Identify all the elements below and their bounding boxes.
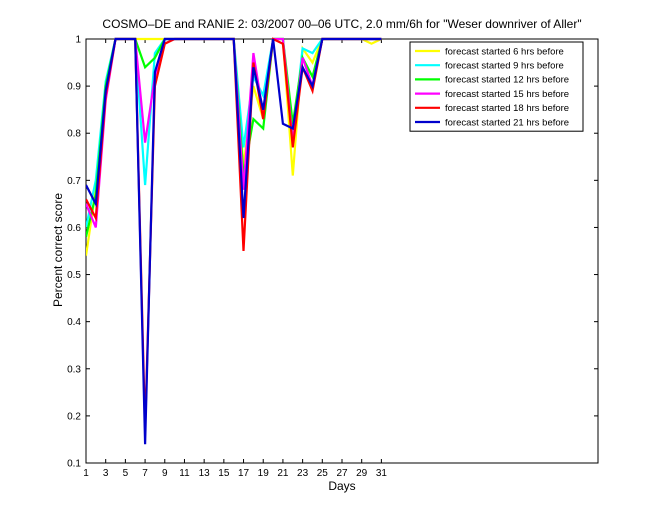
legend-label-3: forecast started 12 hrs before bbox=[445, 75, 569, 86]
x-tick-label: 15 bbox=[218, 468, 230, 479]
y-tick-label: 0.2 bbox=[67, 411, 81, 422]
plot-area: 1 3 5 7 9 11 13 15 17 19 21 23 25 27 29 310.10.20.30.40… bbox=[67, 35, 599, 479]
y-tick-label: 0.6 bbox=[67, 223, 81, 234]
y-tick-label: 0.4 bbox=[67, 317, 81, 328]
y-tick-label: 1 bbox=[75, 35, 81, 46]
x-tick-label: 17 bbox=[238, 468, 250, 479]
legend-label-5: forecast started 18 hrs before bbox=[445, 103, 569, 114]
x-axis-label: Days bbox=[328, 479, 355, 493]
y-tick-label: 0.1 bbox=[67, 459, 81, 470]
legend-label-4: forecast started 15 hrs before bbox=[445, 89, 569, 100]
legend-label-1: forecast started 6 hrs before bbox=[445, 46, 564, 57]
legend: forecast started 6 hrs before forecast st… bbox=[409, 41, 584, 132]
y-tick-label: 0.5 bbox=[67, 270, 81, 281]
y-tick-label: 0.8 bbox=[67, 129, 81, 140]
series-lines bbox=[86, 37, 382, 445]
x-tick-label: 27 bbox=[336, 468, 348, 479]
x-tick-label: 11 bbox=[179, 468, 190, 479]
legend-label-2: forecast started 9 hrs before bbox=[445, 61, 564, 72]
x-tick-label: 7 bbox=[142, 468, 148, 479]
y-tick-label: 0.7 bbox=[67, 176, 81, 187]
y-axis-label: Percent correct score bbox=[51, 193, 65, 307]
series-line-6 bbox=[86, 37, 382, 445]
y-tick-label: 0.9 bbox=[67, 82, 81, 93]
x-tick-label: 3 bbox=[103, 468, 109, 479]
x-tick-label: 29 bbox=[356, 468, 368, 479]
x-tick-label: 21 bbox=[277, 468, 289, 479]
x-tick-label: 5 bbox=[123, 468, 129, 479]
x-tick-label: 25 bbox=[317, 468, 329, 479]
x-tick-label: 23 bbox=[297, 468, 309, 479]
chart-title: COSMO–DE and RANIE 2: 03/2007 00–06 UTC,… bbox=[102, 17, 581, 31]
x-tick-label: 13 bbox=[199, 468, 211, 479]
x-tick-label: 19 bbox=[258, 468, 270, 479]
y-tick-label: 0.3 bbox=[67, 364, 81, 375]
x-tick-label: 31 bbox=[376, 468, 388, 479]
x-tick-label: 9 bbox=[162, 468, 168, 479]
legend-box bbox=[409, 41, 584, 132]
legend-label-6: forecast started 21 hrs before bbox=[445, 117, 569, 128]
x-tick-label: 1 bbox=[83, 468, 89, 479]
